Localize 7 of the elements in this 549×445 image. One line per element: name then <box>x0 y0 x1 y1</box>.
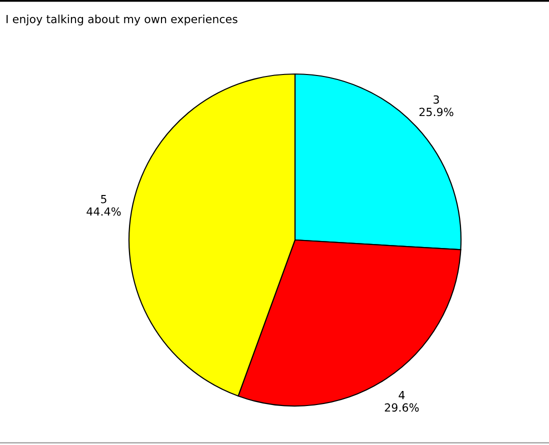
slice-label: 5 <box>101 195 106 204</box>
chart-title: I enjoy talking about my own experiences <box>6 14 238 26</box>
slice-label: 4 <box>398 391 405 400</box>
data-label: 25.9% <box>419 108 454 116</box>
slice-label: 3 <box>434 95 439 104</box>
data-label: 44.4% <box>86 207 121 216</box>
data-label: 29.6% <box>384 403 419 412</box>
